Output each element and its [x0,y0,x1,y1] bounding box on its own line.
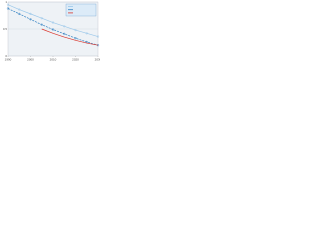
x-tick-label: 2020 [72,57,79,61]
chart: 0 0.5 1 1990 2000 2010 2020 2030 [3,0,100,61]
point [18,12,21,15]
point [63,32,66,35]
x-tick-label: 2000 [27,57,34,61]
x-tick-label: 2030 [95,57,100,61]
legend [65,3,97,17]
point [40,17,43,20]
point [29,18,32,21]
x-tick-label: 2010 [50,57,57,61]
point [74,28,77,32]
point [51,21,55,24]
point [74,37,77,40]
point [51,28,55,31]
y-tick-label: 1 [5,0,7,4]
x-tick-label: 1990 [5,57,12,61]
point [18,8,21,11]
series-line [7,8,99,46]
y-tick-label: 0 [5,54,7,58]
point [85,32,88,35]
legend-box [65,3,97,17]
point [63,25,66,28]
series-line [7,4,99,37]
point [6,7,10,10]
point [40,23,43,26]
page: {"chart_data": {"type": "line", "x": [19… [0,0,100,64]
y-tick-label: 0.5 [3,27,8,31]
point [29,12,32,15]
point [6,3,10,6]
series-line [41,28,99,46]
point [96,35,100,38]
